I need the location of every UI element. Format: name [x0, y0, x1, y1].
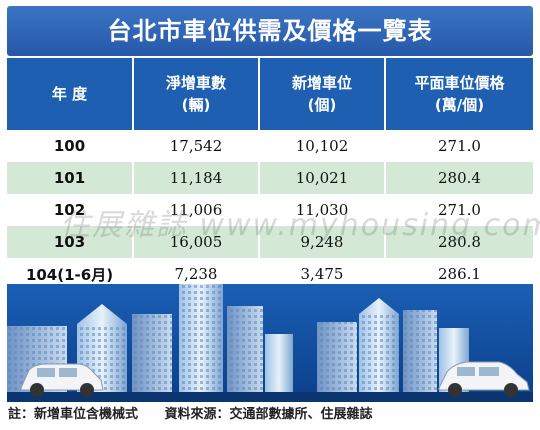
table-cell-net-cars: 17,542 [133, 130, 260, 162]
table-cell-price: 280.8 [385, 226, 533, 258]
table-cell-net-cars: 16,005 [133, 226, 260, 258]
footnote-source: 資料來源：交通部數據所、住展雜誌 [164, 407, 373, 422]
table-cell-new-spaces: 9,248 [259, 226, 386, 258]
table-row: 103 16,005 9,248 280.8 [7, 226, 533, 258]
column-header-year-text: 年 度 [51, 85, 88, 103]
footnote-note: 註：新增車位含機械式 [8, 407, 139, 422]
table-cell-year: 103 [7, 226, 134, 258]
table-cell-new-spaces: 10,102 [259, 130, 386, 162]
column-header-net-cars: 淨增車數 (輛) [133, 58, 260, 130]
table-cell-price: 271.0 [385, 194, 533, 226]
column-header-net-cars-text: 淨增車數 (輛) [165, 74, 226, 114]
table-row: 100 17,542 10,102 271.0 [7, 130, 533, 162]
table-cell-year: 100 [7, 130, 134, 162]
watermark: 住展雜誌 www.myhousing.com.tw [60, 208, 540, 243]
footnote: 註：新增車位含機械式 資料來源：交通部數據所、住展雜誌 [8, 404, 534, 426]
column-header-price-text: 平面車位價格 (萬/個) [414, 74, 505, 114]
column-header-new-spaces: 新增車位 (個) [259, 58, 386, 130]
title-bar: 台北市車位供需及價格一覽表 [7, 6, 533, 56]
table-row: 102 11,006 11,030 271.0 [7, 194, 533, 226]
page-title: 台北市車位供需及價格一覽表 [107, 16, 433, 45]
table-cell-year: 101 [7, 162, 134, 194]
table-cell-price: 271.0 [385, 130, 533, 162]
column-header-year: 年 度 [7, 58, 134, 130]
data-table: 年 度 淨增車數 (輛) 新增車位 (個) 平面車位價格 (萬/個) 100 17,5… [7, 58, 533, 290]
column-header-new-spaces-text: 新增車位 (個) [291, 74, 352, 114]
table-cell-year: 102 [7, 194, 134, 226]
table-cell-new-spaces: 10,021 [259, 162, 386, 194]
table-cell-price: 280.4 [385, 162, 533, 194]
car-left-icon [20, 363, 104, 397]
car-right-icon [438, 361, 530, 397]
city-skyline-illustration [7, 284, 533, 402]
column-header-price: 平面車位價格 (萬/個) [385, 58, 533, 130]
header-row: 年 度 淨增車數 (輛) 新增車位 (個) 平面車位價格 (萬/個) [7, 58, 533, 130]
table-cell-net-cars: 11,006 [133, 194, 260, 226]
table-cell-net-cars: 11,184 [133, 162, 260, 194]
table-cell-new-spaces: 11,030 [259, 194, 386, 226]
table-row: 101 11,184 10,021 280.4 [7, 162, 533, 194]
